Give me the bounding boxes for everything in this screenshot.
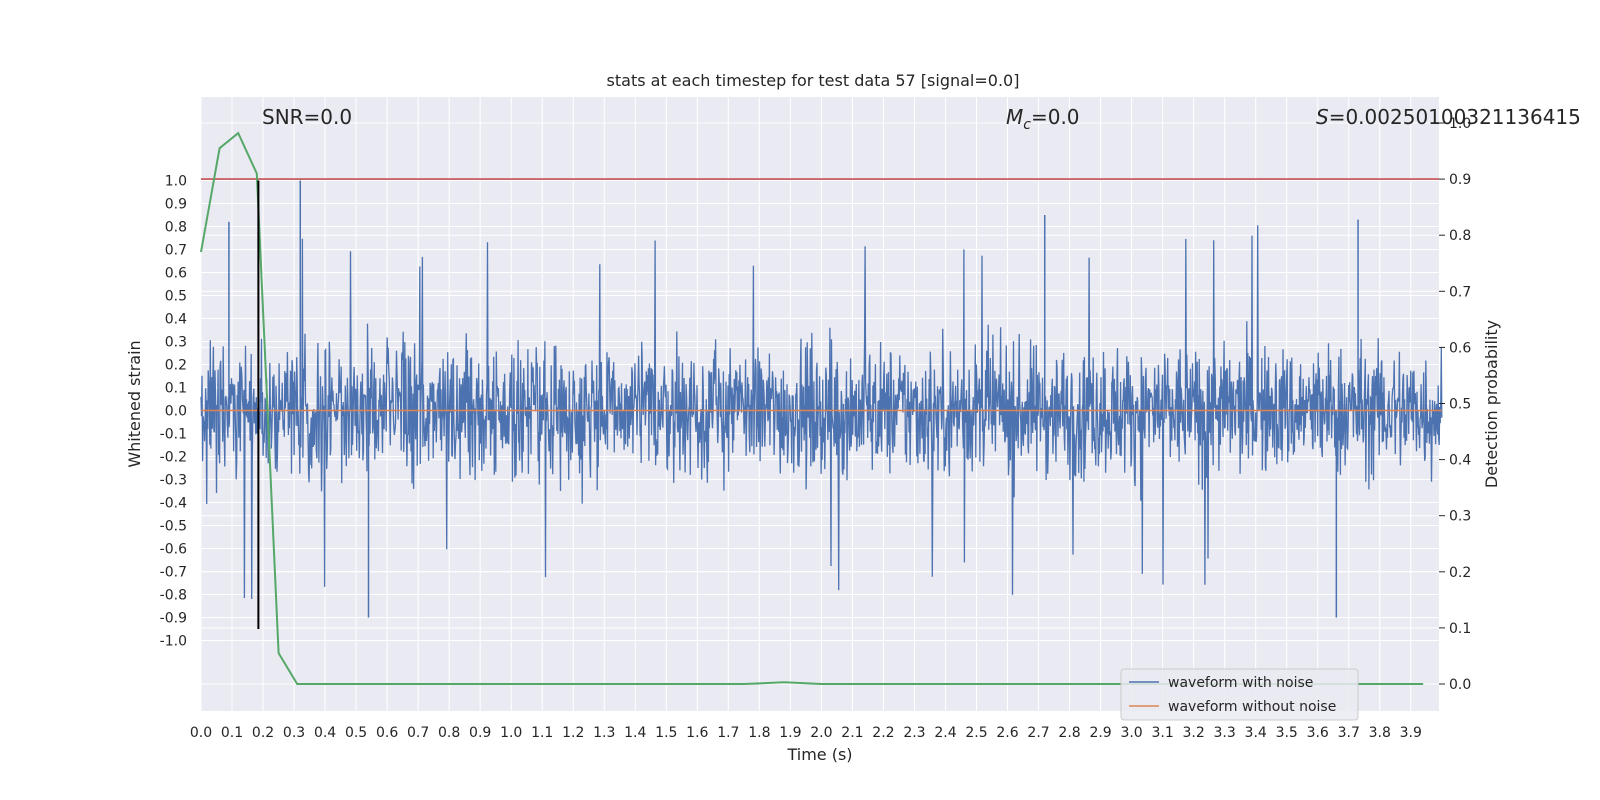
y-tick-label: -0.5 xyxy=(160,519,187,535)
x-tick-label: 0.6 xyxy=(376,725,398,741)
x-tick-label: 2.8 xyxy=(1058,725,1080,741)
y-tick-label: 0.9 xyxy=(165,197,187,213)
x-tick-label: 3.1 xyxy=(1151,725,1173,741)
chart-title: stats at each timestep for test data 57 … xyxy=(607,71,1020,90)
y-tick-label: -0.2 xyxy=(160,450,187,466)
noise-series xyxy=(200,180,1443,618)
x-tick-label: 0.0 xyxy=(190,725,212,741)
x-tick-label: 3.8 xyxy=(1369,725,1391,741)
mc-subscript: c xyxy=(1023,117,1031,133)
y-tick-label: 0.7 xyxy=(165,243,187,259)
y2-tick-label: 0.5 xyxy=(1449,397,1471,413)
x-axis-label: Time (s) xyxy=(786,745,852,764)
x-tick-label: 2.2 xyxy=(872,725,894,741)
y2-tick-label: 0.8 xyxy=(1449,228,1471,244)
x-tick-label: 2.7 xyxy=(1027,725,1049,741)
x-tick-label: 1.4 xyxy=(624,725,646,741)
x-tick-label: 2.5 xyxy=(965,725,987,741)
y2-axis-label: Detection probability xyxy=(1482,320,1501,488)
noise-waveform-line xyxy=(200,225,1443,600)
y-tick-label: 0.8 xyxy=(165,220,187,236)
y-tick-label: 0.5 xyxy=(165,289,187,305)
x-tick-label: 3.7 xyxy=(1338,725,1360,741)
y2-tick-label: 0.4 xyxy=(1449,453,1471,469)
y2-tick-label: 0.2 xyxy=(1449,565,1471,581)
y2-tick-label: 0.0 xyxy=(1449,677,1471,693)
x-tick-label: 1.3 xyxy=(593,725,615,741)
x-tick-label: 3.0 xyxy=(1120,725,1142,741)
y2-tick-label: 0.3 xyxy=(1449,509,1471,525)
x-tick-label: 2.6 xyxy=(996,725,1018,741)
y-tick-label: -0.7 xyxy=(160,565,187,581)
x-tick-label: 1.2 xyxy=(562,725,584,741)
x-tick-label: 0.5 xyxy=(345,725,367,741)
x-tick-label: 2.3 xyxy=(903,725,925,741)
y-tick-label: 0.2 xyxy=(165,358,187,374)
y-tick-label: -0.6 xyxy=(160,542,187,558)
y-tick-label: 0.1 xyxy=(165,381,187,397)
mc-annotation: Mc=0.0 xyxy=(1006,105,1080,133)
snr-annotation: SNR=0.0 xyxy=(262,105,352,129)
y2-tick-label: 0.7 xyxy=(1449,284,1471,300)
mc-symbol: M xyxy=(1006,105,1023,129)
x-tick-label: 1.5 xyxy=(655,725,677,741)
s-value: =0.0025010032113641​5 xyxy=(1329,105,1581,129)
y2-tick-label: 1.0 xyxy=(1449,116,1471,132)
x-tick-label: 3.4 xyxy=(1245,725,1267,741)
s-symbol: S xyxy=(1316,105,1329,129)
y-tick-label: -0.3 xyxy=(160,473,187,489)
x-tick-label: 2.9 xyxy=(1089,725,1111,741)
y-tick-label: 0.4 xyxy=(165,312,187,328)
x-tick-label: 0.1 xyxy=(221,725,243,741)
x-tick-label: 1.1 xyxy=(531,725,553,741)
legend-label-clean: waveform without noise xyxy=(1168,699,1336,715)
y2-tick-label: 0.1 xyxy=(1449,621,1471,637)
legend: waveform with noise waveform without noi… xyxy=(1120,668,1359,721)
x-tick-label: 0.8 xyxy=(438,725,460,741)
ticks: 0.0 0.1 0.2 0.3 0.4 0.5 0.6 0.7 0.8 0.9 1.0 1.1 1.2 1… xyxy=(160,116,1472,741)
y-tick-label: -0.8 xyxy=(160,588,187,604)
y-tick-label: 0.0 xyxy=(165,404,187,420)
y2-tick-label: 0.9 xyxy=(1449,172,1471,188)
x-tick-label: 2.1 xyxy=(841,725,863,741)
x-tick-label: 0.3 xyxy=(283,725,305,741)
y-tick-label: 0.6 xyxy=(165,266,187,282)
x-tick-label: 1.6 xyxy=(686,725,708,741)
x-tick-label: 3.6 xyxy=(1307,725,1329,741)
legend-box xyxy=(1120,668,1359,721)
x-tick-label: 0.2 xyxy=(252,725,274,741)
y-axis-label: Whitened strain xyxy=(125,340,144,467)
x-tick-label: 3.2 xyxy=(1183,725,1205,741)
y-tick-label: -0.1 xyxy=(160,427,187,443)
x-tick-label: 1.8 xyxy=(748,725,770,741)
y2-tick-label: 0.6 xyxy=(1449,340,1471,356)
y-tick-label: 1.0 xyxy=(165,174,187,190)
x-tick-label: 0.7 xyxy=(407,725,429,741)
x-tick-label: 3.9 xyxy=(1400,725,1422,741)
x-tick-label: 3.3 xyxy=(1214,725,1236,741)
y-tick-label: -0.4 xyxy=(160,496,187,512)
legend-label-noise: waveform with noise xyxy=(1168,675,1313,691)
y-tick-label: -1.0 xyxy=(160,634,187,650)
y-tick-label: 0.3 xyxy=(165,335,187,351)
x-tick-label: 0.4 xyxy=(314,725,336,741)
x-tick-label: 0.9 xyxy=(469,725,491,741)
x-tick-label: 1.9 xyxy=(779,725,801,741)
x-tick-label: 1.0 xyxy=(500,725,522,741)
mc-value: =0.0 xyxy=(1031,105,1080,129)
x-tick-label: 2.4 xyxy=(934,725,956,741)
s-annotation: S=0.0025010032113641​5 xyxy=(1316,105,1581,129)
x-tick-label: 2.0 xyxy=(810,725,832,741)
x-tick-label: 1.7 xyxy=(717,725,739,741)
x-tick-label: 3.5 xyxy=(1276,725,1298,741)
y-tick-label: -0.9 xyxy=(160,611,187,627)
